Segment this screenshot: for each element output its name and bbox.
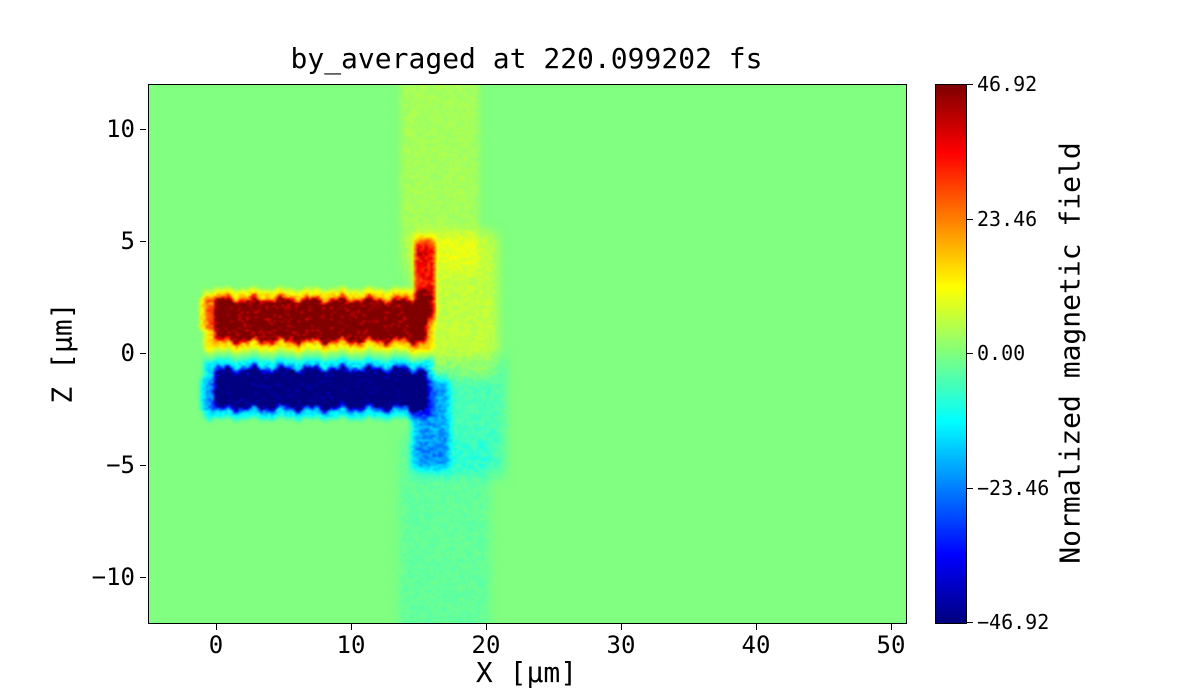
x-tick-label: 10 <box>336 631 366 659</box>
colorbar-tick-label: −46.92 <box>977 610 1050 634</box>
x-tick-label: 20 <box>471 631 501 659</box>
x-tick-label: 50 <box>876 631 906 659</box>
y-tick-label: 0 <box>120 339 135 367</box>
y-tick-label: 10 <box>106 115 135 143</box>
plot-area <box>148 84 907 624</box>
y-tick-mark <box>140 129 146 130</box>
x-tick-label: 0 <box>208 631 224 659</box>
y-tick-label: 5 <box>120 227 135 255</box>
plot-title: by_averaged at 220.099202 fs <box>290 42 763 75</box>
x-tick-mark <box>351 624 352 630</box>
colorbar-gradient <box>936 85 966 623</box>
y-tick-mark <box>140 353 146 354</box>
colorbar-tick-label: 23.46 <box>977 207 1038 231</box>
colorbar-tick-mark <box>967 622 973 623</box>
x-tick-mark <box>216 624 217 630</box>
x-tick-label: 40 <box>741 631 771 659</box>
x-tick-mark <box>756 624 757 630</box>
x-tick-mark <box>621 624 622 630</box>
x-axis-label: X [μm] <box>475 656 578 689</box>
colorbar-tick-label: 46.92 <box>977 72 1038 96</box>
y-tick-mark <box>140 241 146 242</box>
x-tick-mark <box>891 624 892 630</box>
y-tick-mark <box>140 577 146 578</box>
colorbar <box>935 84 967 624</box>
colorbar-tick-mark <box>967 353 973 354</box>
y-tick-mark <box>140 465 146 466</box>
colorbar-tick-label: −23.46 <box>977 476 1050 500</box>
colorbar-tick-mark <box>967 219 973 220</box>
x-tick-label: 30 <box>606 631 636 659</box>
x-tick-mark <box>486 624 487 630</box>
heatmap-canvas <box>149 85 906 623</box>
colorbar-tick-mark <box>967 84 973 85</box>
colorbar-tick-label: 0.00 <box>977 341 1026 365</box>
colorbar-tick-mark <box>967 488 973 489</box>
y-tick-label: −5 <box>106 451 135 479</box>
y-tick-label: −10 <box>91 563 135 591</box>
